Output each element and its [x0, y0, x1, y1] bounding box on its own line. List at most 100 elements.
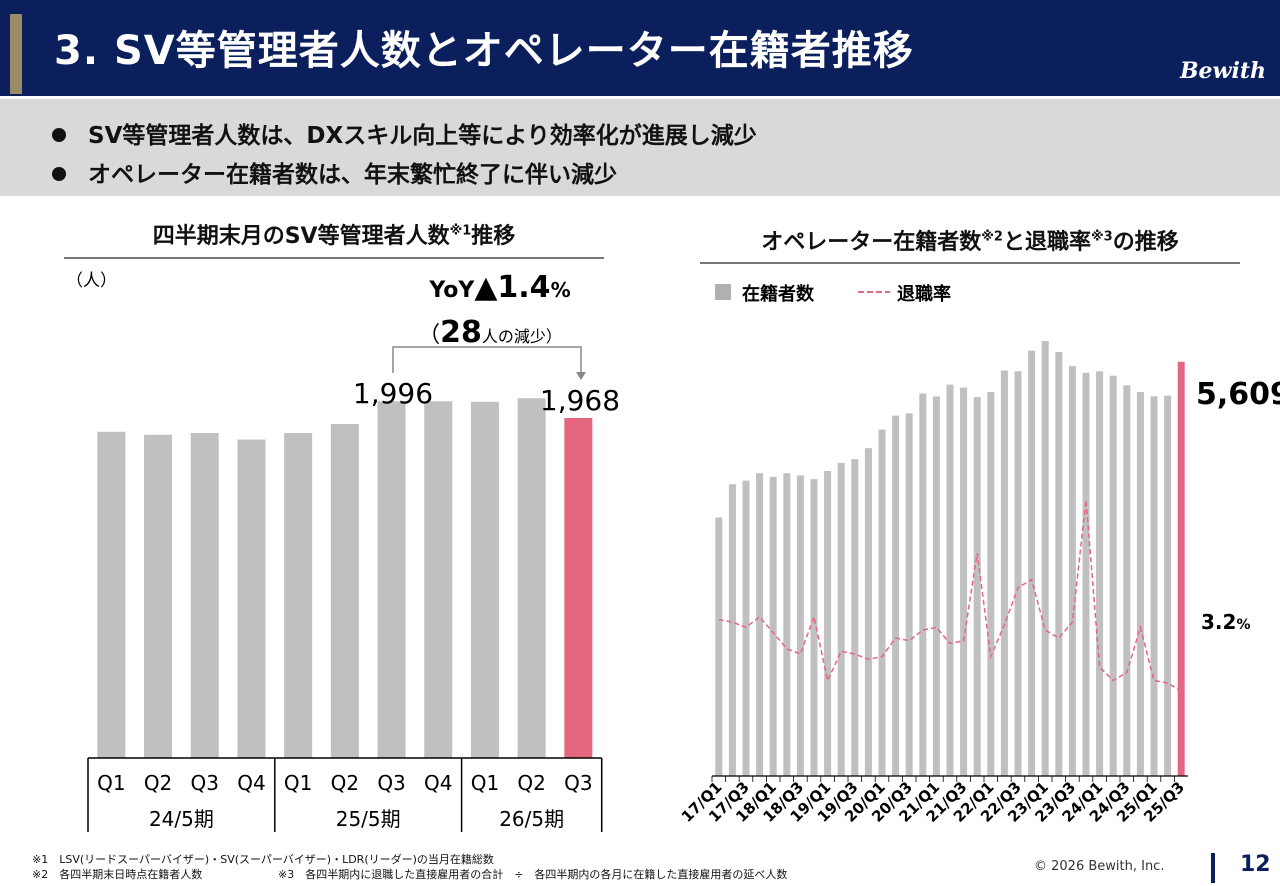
left-bar [377, 401, 406, 758]
bewith-logo: Bewith [1179, 58, 1266, 84]
left-label-prev: 1,996 [353, 377, 433, 410]
right-title-note1: ※2 [981, 229, 1003, 245]
right-bar [851, 459, 859, 776]
right-bar [796, 475, 804, 776]
right-bar [1109, 375, 1117, 776]
left-x-tick: Q3 [377, 771, 405, 795]
right-label-rate: 3.2% [1201, 610, 1250, 634]
left-x-tick: Q3 [564, 771, 592, 795]
left-title-note: ※1 [449, 223, 472, 239]
left-bar [564, 418, 593, 758]
left-x-tick: Q4 [237, 771, 265, 795]
left-group-label: 24/5期 [149, 807, 214, 831]
right-bar [1000, 370, 1008, 776]
right-bar [1164, 395, 1172, 776]
right-bar [864, 448, 872, 776]
right-bar [973, 397, 981, 776]
legend-bar-label: 在籍者数 [742, 283, 815, 305]
right-bar [1014, 371, 1022, 776]
left-bar [470, 401, 499, 758]
right-bar [824, 470, 832, 776]
footnote-1: ※1 LSV(リードスーパーバイザー)・SV(スーパーバイザー)・LDR(リーダ… [32, 853, 494, 866]
page-number: 12 [1240, 852, 1271, 877]
left-group-label: 25/5期 [336, 807, 401, 831]
footnote-3: ※3 各四半期内に退職した直接雇用者の合計 ÷ 各四半期内の各月に在籍した直接雇… [278, 868, 788, 881]
left-x-tick: Q4 [424, 771, 452, 795]
right-bar [756, 473, 764, 776]
yoy-label: YoY▲1.4% [428, 270, 570, 305]
summary-box: SV等管理者人数は、DXスキル向上等により効率化が進展し減少 オペレーター在籍者… [0, 99, 1280, 196]
left-title-text: 四半期末月のSV等管理者人数 [152, 224, 450, 249]
left-bar [190, 432, 219, 758]
left-x-tick: Q2 [144, 771, 172, 795]
footnote-2: ※2 各四半期末日時点在籍者人数 [32, 868, 203, 881]
left-x-tick: Q1 [471, 771, 499, 795]
legend-line-label: 退職率 [897, 283, 951, 305]
left-unit-label: （人） [66, 271, 117, 291]
right-title-text: オペレーター在籍者数 [761, 230, 982, 255]
right-bar [783, 473, 791, 776]
left-chart-title: 四半期末月のSV等管理者人数※1推移 [64, 218, 604, 250]
left-title-rule [64, 257, 604, 259]
right-title-suffix: の推移 [1112, 230, 1179, 255]
right-bar [728, 484, 736, 776]
left-bar [144, 434, 173, 758]
right-title-rule [700, 262, 1240, 264]
header-accent [10, 14, 22, 94]
right-bar [1136, 391, 1144, 776]
right-bar [946, 384, 954, 776]
right-bar [715, 517, 723, 776]
yoy-bracket [392, 346, 582, 373]
right-bar [905, 413, 913, 776]
left-x-tick: Q3 [191, 771, 219, 795]
rate-line [718, 500, 1182, 692]
right-label-last: 5,609人 [1196, 377, 1280, 412]
summary-text-2: オペレーター在籍者数は、年末繁忙終了に伴い減少 [88, 162, 617, 188]
right-chart-title: オペレーター在籍者数※2と退職率※3の推移 [700, 224, 1240, 256]
right-bar [1082, 372, 1090, 776]
right-bar [1123, 385, 1131, 776]
left-bar [330, 423, 359, 758]
left-x-tick: Q1 [97, 771, 125, 795]
right-bar [1096, 371, 1104, 776]
left-x-tick: Q1 [284, 771, 312, 795]
right-bar [837, 462, 845, 776]
left-bar [517, 398, 546, 758]
left-bar [97, 431, 126, 758]
left-label-last: 1,968 [540, 384, 620, 417]
right-bar [769, 476, 777, 776]
summary-bullet-2: オペレーター在籍者数は、年末繁忙終了に伴い減少 [52, 155, 617, 189]
bullet-dot-icon [52, 166, 66, 181]
right-bar [742, 480, 750, 776]
summary-bullet-1: SV等管理者人数は、DXスキル向上等により効率化が進展し減少 [52, 116, 757, 150]
right-bar [1041, 341, 1049, 776]
right-title-note2: ※3 [1091, 229, 1113, 245]
right-bar [1028, 350, 1036, 776]
right-bar [1150, 396, 1158, 776]
copyright: © 2026 Bewith, Inc. [1034, 859, 1165, 874]
yoy-arrow-icon [576, 372, 586, 380]
right-bar [919, 393, 927, 776]
left-bar [237, 439, 266, 758]
left-title-suffix: 推移 [471, 224, 516, 249]
right-bar [878, 429, 886, 776]
left-x-tick: Q2 [331, 771, 359, 795]
right-bar [1177, 361, 1185, 776]
header-bar: 3. SV等管理者人数とオペレーター在籍者推移 Bewith [0, 0, 1280, 96]
right-bar [1055, 352, 1063, 776]
bullet-dot-icon [52, 127, 66, 142]
right-bar [1068, 366, 1076, 776]
left-group-label: 26/5期 [499, 807, 564, 831]
right-bar [892, 415, 900, 776]
right-bar [810, 479, 818, 776]
right-bar [960, 387, 968, 776]
page-title: 3. SV等管理者人数とオペレーター在籍者推移 [54, 28, 914, 74]
left-bar [424, 401, 453, 758]
left-bar [284, 432, 313, 758]
page-number-bar [1211, 853, 1215, 883]
right-bar [932, 396, 940, 776]
right-title-mid: と退職率 [1002, 230, 1091, 255]
legend-bar-swatch [715, 284, 731, 300]
left-x-tick: Q2 [517, 771, 545, 795]
